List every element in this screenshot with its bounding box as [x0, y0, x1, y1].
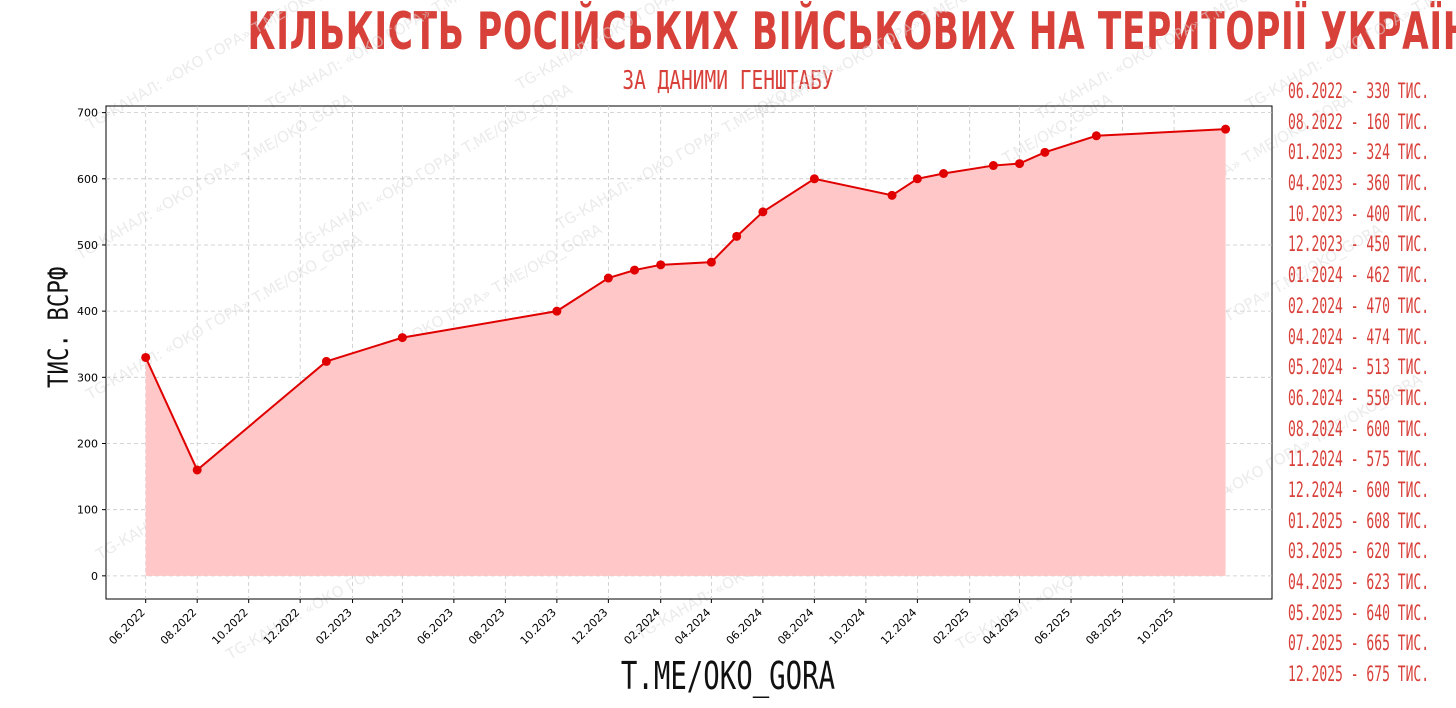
data-point — [1091, 131, 1101, 141]
summary-item: 04.2023 - 360 ТИС. — [1288, 171, 1430, 196]
summary-item: 08.2022 - 160 ТИС. — [1288, 109, 1430, 134]
data-point — [656, 260, 666, 270]
summary-item: 02.2024 - 470 ТИС. — [1288, 293, 1430, 318]
series-points — [141, 124, 1231, 475]
x-tick-label: 06.2023 — [415, 606, 456, 647]
data-point — [397, 333, 407, 343]
data-point — [141, 352, 151, 362]
summary-item: 06.2024 - 550 ТИС. — [1288, 385, 1430, 410]
data-point — [887, 190, 897, 200]
data-summary-list: 06.2022 - 330 ТИС. 08.2022 - 160 ТИС. 01.2… — [1288, 76, 1456, 690]
y-axis-label: ТИС. ВСРФ — [41, 266, 75, 388]
y-tick-label: 400 — [77, 305, 98, 318]
summary-item: 03.2025 - 620 ТИС. — [1288, 539, 1430, 564]
summary-item: 01.2023 - 324 ТИС. — [1288, 140, 1430, 165]
plot-frame — [105, 105, 1273, 600]
page-subtitle: ЗА ДАНИМИ ГЕНШТАБУ — [622, 66, 834, 96]
summary-item: 07.2025 - 665 ТИС. — [1288, 631, 1430, 656]
data-point — [1040, 147, 1050, 157]
summary-item: 11.2024 - 575 ТИС. — [1288, 447, 1430, 472]
summary-item: 12.2025 - 675 ТИС. — [1288, 662, 1430, 687]
x-tick-label: 10.2025 — [1135, 606, 1176, 647]
data-point — [912, 174, 922, 184]
watermark-text: TG-КАНАЛ: «ОКО ГОРА» T.ME/OKO_GORA — [512, 0, 796, 95]
data-point — [1015, 159, 1025, 169]
data-point — [630, 265, 640, 275]
data-point — [1221, 124, 1231, 134]
data-point — [758, 207, 768, 217]
data-point — [988, 161, 998, 171]
x-tick-label: 10.2023 — [518, 606, 559, 647]
y-tick-label: 600 — [77, 173, 98, 186]
data-point — [552, 306, 562, 316]
y-tick-label: 300 — [77, 371, 98, 384]
watermark-text: TG-КАНАЛ: «ОКО ГОРА» T.ME/OKO_GORA — [262, 0, 546, 115]
y-tick-label: 500 — [77, 239, 98, 252]
data-point — [939, 168, 949, 178]
x-tick-label: 04.2023 — [363, 606, 404, 647]
data-point — [192, 465, 202, 475]
summary-item: 01.2024 - 462 ТИС. — [1288, 263, 1430, 288]
x-tick-label: 10.2024 — [827, 606, 868, 647]
x-tick-label: 06.2025 — [1032, 606, 1073, 647]
x-tick-label: 08.2025 — [1083, 606, 1124, 647]
summary-item: 05.2025 - 640 ТИС. — [1288, 600, 1430, 625]
x-tick-label: 12.2024 — [878, 606, 919, 647]
footer-channel-link[interactable]: T.ME/OKO_GORA — [620, 654, 836, 698]
summary-item: 10.2023 - 400 ТИС. — [1288, 201, 1430, 226]
y-tick-label: 0 — [91, 570, 98, 583]
summary-item: 08.2024 - 600 ТИС. — [1288, 416, 1430, 441]
summary-item: 04.2024 - 474 ТИС. — [1288, 324, 1430, 349]
x-tick-label: 08.2022 — [158, 606, 199, 647]
x-tick-label: 06.2024 — [724, 606, 765, 647]
data-point — [732, 231, 742, 241]
data-point — [809, 174, 819, 184]
summary-item: 04.2025 - 623 ТИС. — [1288, 570, 1430, 594]
summary-item: 05.2024 - 513 ТИС. — [1288, 355, 1430, 380]
x-tick-label: 08.2023 — [466, 606, 507, 647]
summary-item: 06.2022 - 330 ТИС. — [1288, 79, 1430, 103]
series-area — [145, 129, 1226, 576]
y-axis-ticks: 0 100 200 300 400 500 600 700 — [77, 107, 106, 583]
summary-item: 12.2023 - 450 ТИС. — [1288, 232, 1430, 257]
y-tick-label: 200 — [77, 437, 98, 450]
x-tick-label: 08.2024 — [775, 606, 816, 647]
y-tick-label: 100 — [77, 504, 98, 517]
data-point — [321, 356, 331, 366]
summary-item: 12.2024 - 600 ТИС. — [1288, 477, 1430, 502]
data-point — [603, 273, 613, 283]
x-tick-label: 06.2022 — [106, 606, 147, 647]
data-point — [706, 257, 716, 267]
summary-item: 01.2025 - 608 ТИС. — [1288, 508, 1430, 533]
x-tick-label: 12.2023 — [569, 606, 610, 647]
y-tick-label: 700 — [77, 107, 98, 120]
